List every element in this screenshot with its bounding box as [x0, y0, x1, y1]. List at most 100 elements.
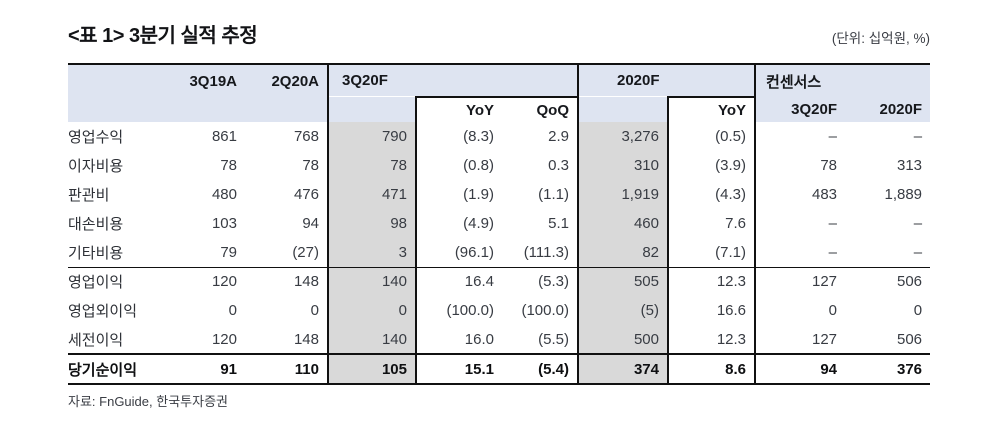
- cell: 94: [754, 353, 846, 385]
- table-row: 이자비용 78 78 78 (0.8) 0.3 310 (3.9) 78 313: [68, 151, 931, 180]
- cell: 313: [845, 151, 931, 180]
- subheader-consensus-3q20f: 3Q20F: [754, 97, 846, 122]
- cell: 0: [754, 296, 846, 325]
- cell: (7.1): [666, 238, 756, 267]
- cell: 374: [577, 353, 668, 385]
- cell: 78: [245, 151, 328, 180]
- cell: (100.0): [415, 296, 502, 325]
- cell: (5.4): [502, 353, 578, 385]
- cell: 5.1: [502, 209, 578, 238]
- cell: (111.3): [502, 238, 578, 267]
- header-group-2020f: 2020F: [576, 63, 756, 97]
- cell: (96.1): [415, 238, 502, 267]
- cell: (8.3): [415, 122, 502, 151]
- cell: 3: [327, 238, 416, 267]
- table-row: 대손비용 103 94 98 (4.9) 5.1 460 7.6 – –: [68, 209, 931, 238]
- header-group-consensus: 컨센서스: [754, 63, 931, 97]
- cell: (3.9): [666, 151, 756, 180]
- row-label: 영업수익: [68, 122, 160, 151]
- cell: 480: [160, 180, 245, 209]
- cell: 506: [845, 325, 931, 354]
- cell: –: [845, 209, 931, 238]
- cell: (1.9): [415, 180, 502, 209]
- subheader-blank: [327, 97, 416, 122]
- cell: 0: [245, 296, 328, 325]
- unit-note: (단위: 십억원, %): [831, 31, 930, 46]
- cell: 0: [845, 296, 931, 325]
- cell: 127: [754, 266, 846, 296]
- cell: 12.3: [666, 266, 756, 296]
- source-note: 자료: FnGuide, 한국투자증권: [68, 394, 228, 409]
- cell: 140: [327, 266, 416, 296]
- cell: 16.6: [666, 296, 756, 325]
- cell: 0: [327, 296, 416, 325]
- header-row-subheaders: YoY QoQ YoY 3Q20F 2020F: [68, 96, 931, 122]
- cell: 16.0: [415, 325, 502, 354]
- cell: 861: [160, 122, 245, 151]
- cell: 505: [577, 266, 668, 296]
- cell: (0.8): [415, 151, 502, 180]
- cell: –: [845, 122, 931, 151]
- cell: 148: [245, 266, 328, 296]
- cell: (4.9): [415, 209, 502, 238]
- subheader-blank: [68, 97, 160, 122]
- cell: 476: [245, 180, 328, 209]
- table-row: 판관비 480 476 471 (1.9) (1.1) 1,919 (4.3) …: [68, 180, 931, 209]
- cell: (0.5): [666, 122, 756, 151]
- table-titlebar: <표 1> 3분기 실적 추정 (단위: 십억원, %): [68, 14, 930, 48]
- subheader-qoq: QoQ: [502, 96, 578, 122]
- cell: (4.3): [666, 180, 756, 209]
- cell: 78: [754, 151, 846, 180]
- header-blank: [68, 63, 160, 97]
- subheader-consensus-2020f: 2020F: [845, 97, 931, 122]
- cell: 82: [577, 238, 668, 267]
- header-group-3q20f: 3Q20F: [327, 63, 578, 97]
- cell: –: [845, 238, 931, 267]
- row-label: 당기순이익: [68, 353, 160, 385]
- cell: (100.0): [502, 296, 578, 325]
- cell: 483: [754, 180, 846, 209]
- cell: 105: [327, 353, 416, 385]
- cell: 8.6: [666, 353, 756, 385]
- cell: 310: [577, 151, 668, 180]
- cell: 127: [754, 325, 846, 354]
- table-row-total: 당기순이익 91 110 105 15.1 (5.4) 374 8.6 94 3…: [68, 353, 931, 385]
- cell: 768: [245, 122, 328, 151]
- table-title: <표 1> 3분기 실적 추정: [68, 25, 258, 47]
- cell: 1,889: [845, 180, 931, 209]
- subheader-blank: [245, 97, 328, 122]
- cell: 12.3: [666, 325, 756, 354]
- cell: 1,919: [577, 180, 668, 209]
- cell: 790: [327, 122, 416, 151]
- subheader-yoy-quarter: YoY: [415, 96, 502, 122]
- earnings-estimate-table: 3Q19A 2Q20A 3Q20F 2020F 컨센서스 YoY QoQ YoY…: [68, 63, 931, 385]
- row-label: 영업외이익: [68, 296, 160, 325]
- cell: 3,276: [577, 122, 668, 151]
- row-label: 기타비용: [68, 238, 160, 267]
- table-row: 영업외이익 0 0 0 (100.0) (100.0) (5) 16.6 0 0: [68, 296, 931, 325]
- cell: 471: [327, 180, 416, 209]
- cell: 0.3: [502, 151, 578, 180]
- row-label: 이자비용: [68, 151, 160, 180]
- header-row-groups: 3Q19A 2Q20A 3Q20F 2020F 컨센서스: [68, 63, 931, 97]
- cell: 120: [160, 266, 245, 296]
- cell: 376: [845, 353, 931, 385]
- subheader-blank: [160, 97, 245, 122]
- cell: 15.1: [415, 353, 502, 385]
- cell: (5): [577, 296, 668, 325]
- cell: 2.9: [502, 122, 578, 151]
- cell: 78: [160, 151, 245, 180]
- cell: 94: [245, 209, 328, 238]
- header-3q19a: 3Q19A: [160, 63, 245, 97]
- row-label: 판관비: [68, 180, 160, 209]
- cell: –: [754, 122, 846, 151]
- cell: 140: [327, 325, 416, 354]
- cell: (5.5): [502, 325, 578, 354]
- table-row: 세전이익 120 148 140 16.0 (5.5) 500 12.3 127…: [68, 325, 931, 354]
- cell: 91: [160, 353, 245, 385]
- subheader-blank: [577, 97, 668, 122]
- cell: –: [754, 238, 846, 267]
- cell: (5.3): [502, 266, 578, 296]
- subheader-yoy-annual: YoY: [666, 96, 756, 122]
- cell: 7.6: [666, 209, 756, 238]
